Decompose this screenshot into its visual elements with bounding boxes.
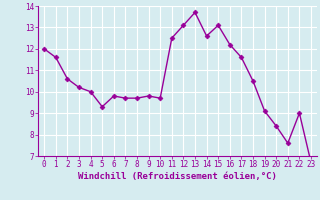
X-axis label: Windchill (Refroidissement éolien,°C): Windchill (Refroidissement éolien,°C) [78,172,277,181]
